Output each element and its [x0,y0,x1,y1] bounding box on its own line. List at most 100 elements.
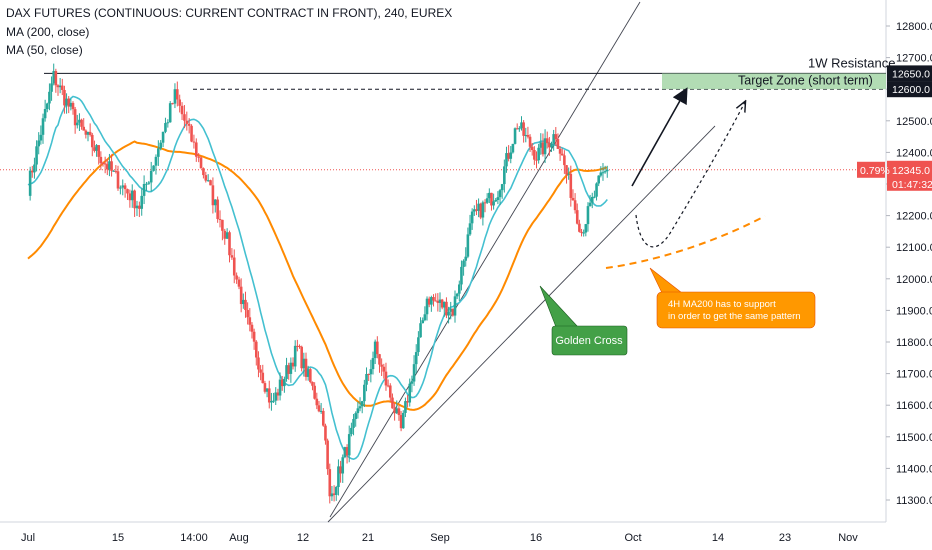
y-tick-label: 11600.0 [896,400,932,412]
candle-body [520,122,523,129]
candle-body [152,165,155,171]
candle-body [296,345,299,347]
candle-body [358,406,362,409]
candle-body [571,197,575,201]
candle-body [276,392,280,396]
candle-body [242,299,245,305]
candle-body [458,284,461,294]
candle-body [565,165,568,175]
change-pct-badge: 0.79% [860,165,890,177]
x-tick-label: Jul [21,532,35,544]
candle-body [513,128,517,144]
candle-body [586,206,590,225]
candle-body [202,168,205,176]
candle-body [246,310,249,318]
candle-body [254,341,258,358]
candle-body [460,266,463,285]
candle-body [593,196,596,198]
candle-body [558,148,562,154]
candle-body [363,384,366,402]
candle-body [492,201,495,206]
candle-body [371,358,375,370]
candle-body [52,71,56,84]
candle-body [475,209,478,211]
candle-body [522,122,525,136]
candle-body [543,138,547,155]
candle-body [311,381,314,386]
y-tick-label: 12700.0 [896,53,932,65]
candle-body [582,232,585,234]
candle-body [225,232,229,239]
candle-body [330,493,334,497]
candle-body [84,130,88,135]
y-tick-label: 12500.0 [896,116,932,128]
candle-body [550,143,553,148]
candle-body [524,134,528,136]
candle-body [145,183,148,185]
candle-body [498,190,502,198]
ma50-legend: MA (50, close) [6,43,83,57]
candle-body [386,385,390,387]
resistance-price-badge-bg [887,65,932,82]
candle-body [65,98,68,106]
candle-body [103,163,107,165]
candle-body [393,408,396,414]
candle-body [99,156,103,164]
candle-body [599,172,603,176]
candle-body [164,123,167,132]
candle-body [391,397,394,409]
candle-body [90,134,94,148]
candle-body [380,364,383,367]
candle-body [283,378,286,387]
candle-body [494,199,498,202]
candle-body [468,223,472,235]
candle-body [199,157,203,169]
candle-body [73,109,77,126]
candle-body [440,299,444,308]
candle-body [135,205,139,209]
candle-body [101,163,105,165]
x-tick-label: 14 [712,532,724,544]
candle-body [408,383,412,403]
candle-body [541,142,545,155]
candle-body [417,337,420,353]
candle-body [334,487,338,495]
candle-body [154,156,158,166]
candle-body [192,141,196,143]
candle-body [304,358,308,377]
projection-arrow-dashed [635,102,745,248]
candle-body [328,469,332,497]
candle-body [82,126,86,131]
candle-body [464,256,468,261]
candle-body [410,381,414,384]
ma200-note-pointer [649,267,683,294]
candle-body [451,308,455,316]
candle-body [93,147,96,151]
candles-group [28,63,609,504]
candle-body [149,170,153,183]
candle-body [360,401,364,407]
candle-body [578,223,581,232]
x-tick-label: 14:00 [180,532,208,544]
candle-body [130,190,134,201]
candle-body [395,408,399,414]
candle-body [206,180,210,182]
candle-body [605,169,609,172]
candle-body [105,164,109,170]
candle-body [33,164,36,173]
candle-body [291,362,295,367]
candle-body [67,98,71,107]
ma200-line [27,140,608,411]
candle-body [197,156,200,158]
candle-body [462,260,465,267]
target-price-badge-bg [887,81,932,98]
candle-body [228,232,231,256]
candle-body [121,185,125,188]
channel-upper-line [329,1,641,518]
candle-body [401,412,405,429]
candle-body [244,299,247,311]
candle-body [337,466,340,488]
candle-body [496,197,500,200]
candle-body [350,427,353,435]
